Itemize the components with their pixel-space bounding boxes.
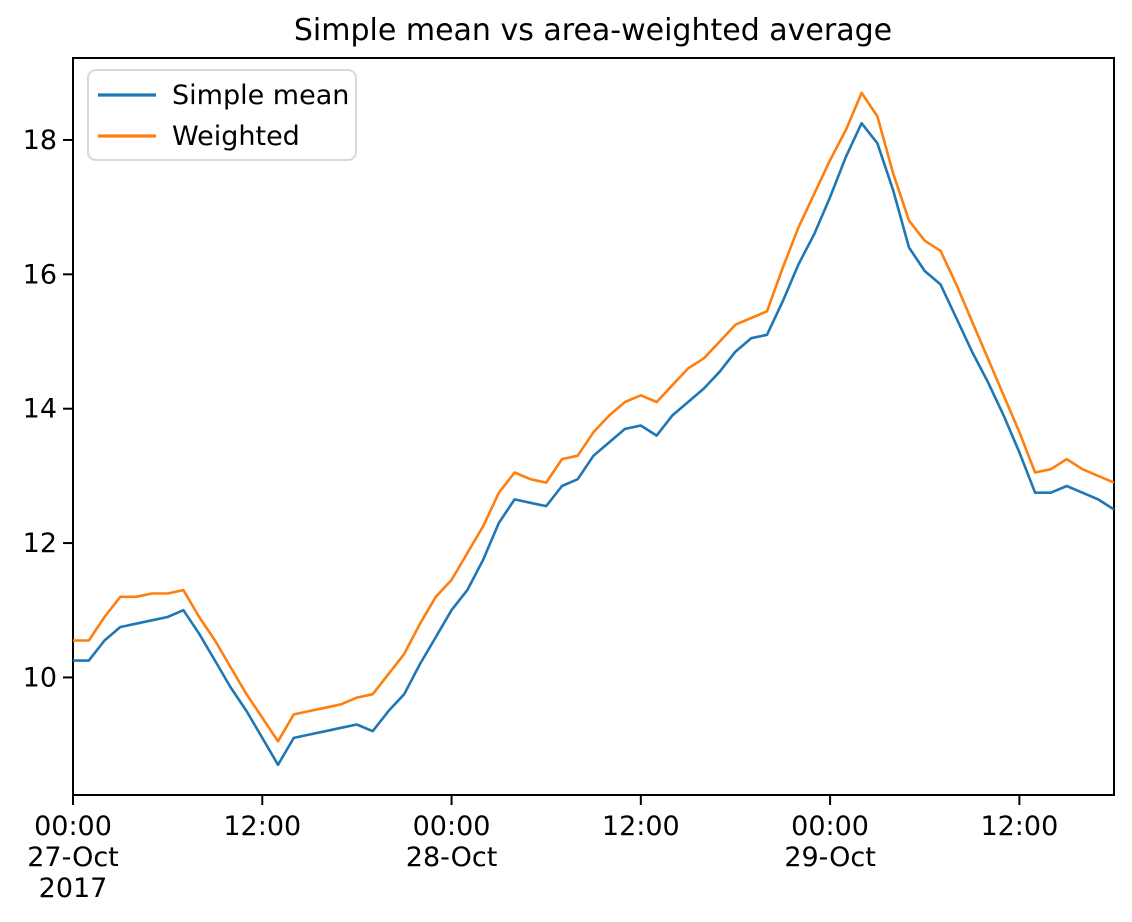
series-line-weighted (73, 91, 1115, 743)
y-tick-label: 16 (23, 259, 57, 290)
axes-frame (72, 57, 1115, 796)
x-tick-label: 00:00 (34, 811, 112, 842)
x-tick-label: 12:00 (223, 811, 301, 842)
series-line-simple-mean (73, 121, 1115, 767)
y-tick-label: 12 (23, 528, 57, 559)
x-tick-label: 27-Oct (27, 842, 119, 873)
x-tick-label: 12:00 (602, 811, 680, 842)
x-tick-label: 2017 (39, 873, 108, 904)
x-tick-label: 00:00 (413, 811, 491, 842)
chart-title: Simple mean vs area-weighted average (294, 13, 892, 48)
x-tick-label: 00:00 (791, 811, 869, 842)
y-tick-label: 18 (23, 125, 57, 156)
x-tick-label: 29-Oct (784, 842, 876, 873)
x-tick-label: 12:00 (980, 811, 1058, 842)
y-tick-label: 14 (23, 394, 57, 425)
legend-label-simple-mean: Simple mean (172, 80, 349, 111)
x-tick-label: 28-Oct (406, 842, 498, 873)
y-tick-label: 10 (23, 662, 57, 693)
legend-label-weighted: Weighted (172, 121, 300, 152)
